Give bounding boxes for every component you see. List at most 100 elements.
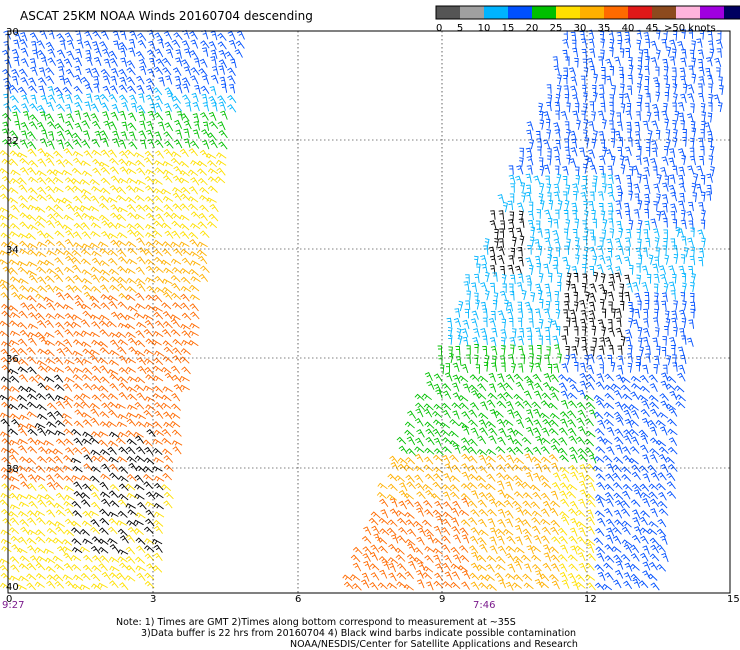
wind-barb [627, 137, 633, 147]
wind-barb [46, 509, 56, 518]
wind-barb [466, 345, 471, 355]
wind-barb [620, 500, 630, 509]
wind-barb [576, 401, 587, 410]
wind-barb [449, 475, 460, 483]
wind-barb [596, 264, 604, 274]
wind-barb [137, 39, 147, 49]
wind-barb [2, 68, 11, 78]
wind-barb [228, 39, 237, 49]
wind-barb [644, 184, 651, 194]
wind-barb [180, 276, 191, 285]
wind-barb [98, 538, 109, 545]
grid-lines [8, 31, 730, 593]
wind-barb [698, 76, 705, 86]
wind-barb [121, 121, 128, 131]
wind-barb [512, 500, 522, 509]
wind-barb [63, 321, 74, 329]
wind-barb [91, 67, 100, 77]
wind-barb [29, 32, 39, 41]
wind-barb [674, 385, 685, 393]
legend-label: 5 [457, 23, 463, 34]
wind-barb [637, 219, 643, 230]
wind-barb [19, 202, 30, 210]
wind-barb [35, 331, 46, 339]
wind-barb [644, 102, 650, 113]
wind-barb [624, 202, 631, 213]
wind-barb [218, 141, 228, 150]
wind-barb [544, 209, 552, 219]
wind-barb [451, 517, 460, 527]
wind-barb [560, 498, 570, 507]
wind-barb [126, 258, 138, 265]
wind-barb [9, 504, 21, 510]
wind-barb [10, 204, 20, 213]
wind-barb [118, 139, 127, 149]
wind-barb [599, 364, 604, 374]
wind-barb [651, 140, 658, 150]
wind-barb [505, 552, 515, 562]
wind-barb [406, 528, 417, 537]
wind-barb [544, 283, 551, 294]
wind-barb [564, 121, 570, 131]
wind-barb [388, 562, 397, 573]
wind-barb [632, 281, 639, 292]
wind-barb [143, 481, 153, 489]
wind-barb [145, 404, 156, 411]
wind-barb [705, 67, 711, 78]
wind-barb [559, 454, 569, 463]
wind-barb [640, 444, 649, 454]
wind-barb [135, 376, 146, 384]
wind-barb [108, 393, 119, 400]
wind-barb [92, 158, 102, 167]
wind-barb [350, 554, 361, 563]
wind-barb [545, 300, 551, 311]
wind-barb [506, 308, 514, 318]
wind-barb [22, 111, 30, 121]
wind-barb [708, 155, 714, 166]
longitude-label: 6 [295, 594, 301, 605]
wind-barb [388, 543, 398, 552]
wind-barb [590, 346, 595, 357]
wind-barb [72, 185, 83, 193]
wind-barb [675, 394, 686, 402]
wind-barb [81, 303, 92, 310]
wind-barb [643, 308, 649, 319]
wind-barb [621, 474, 632, 482]
wind-barb [451, 571, 461, 580]
wind-barb [153, 429, 165, 436]
wind-barb [99, 202, 109, 211]
wind-barb [574, 218, 580, 229]
wind-barb [669, 174, 676, 184]
wind-barb [481, 263, 488, 274]
wind-barb [503, 419, 514, 426]
wind-barb [589, 229, 595, 240]
wind-barb [126, 240, 137, 248]
wind-barb [550, 526, 559, 536]
wind-barb [536, 263, 541, 273]
wind-barb [160, 402, 172, 409]
wind-barb [532, 373, 542, 383]
wind-barb [19, 248, 30, 255]
wind-barb [196, 249, 207, 257]
wind-barbs [0, 29, 724, 591]
wind-barb [614, 174, 621, 185]
wind-barb [650, 57, 658, 67]
wind-barb [370, 572, 380, 581]
wind-barb [678, 265, 685, 276]
wind-barb [641, 281, 649, 292]
wind-barb [482, 335, 488, 345]
wind-barb [454, 308, 461, 318]
wind-barb [19, 157, 30, 166]
wind-barb [617, 345, 623, 355]
wind-barb [606, 527, 615, 537]
wind-barb [619, 283, 625, 294]
wind-barb [403, 464, 414, 471]
wind-barb [610, 383, 622, 390]
wind-barb [678, 182, 686, 193]
wind-barb [606, 264, 614, 275]
wind-barb [574, 545, 585, 553]
wind-barb [7, 368, 19, 375]
wind-barb [369, 563, 380, 571]
wind-barb [490, 282, 496, 293]
wind-barb [471, 282, 478, 292]
